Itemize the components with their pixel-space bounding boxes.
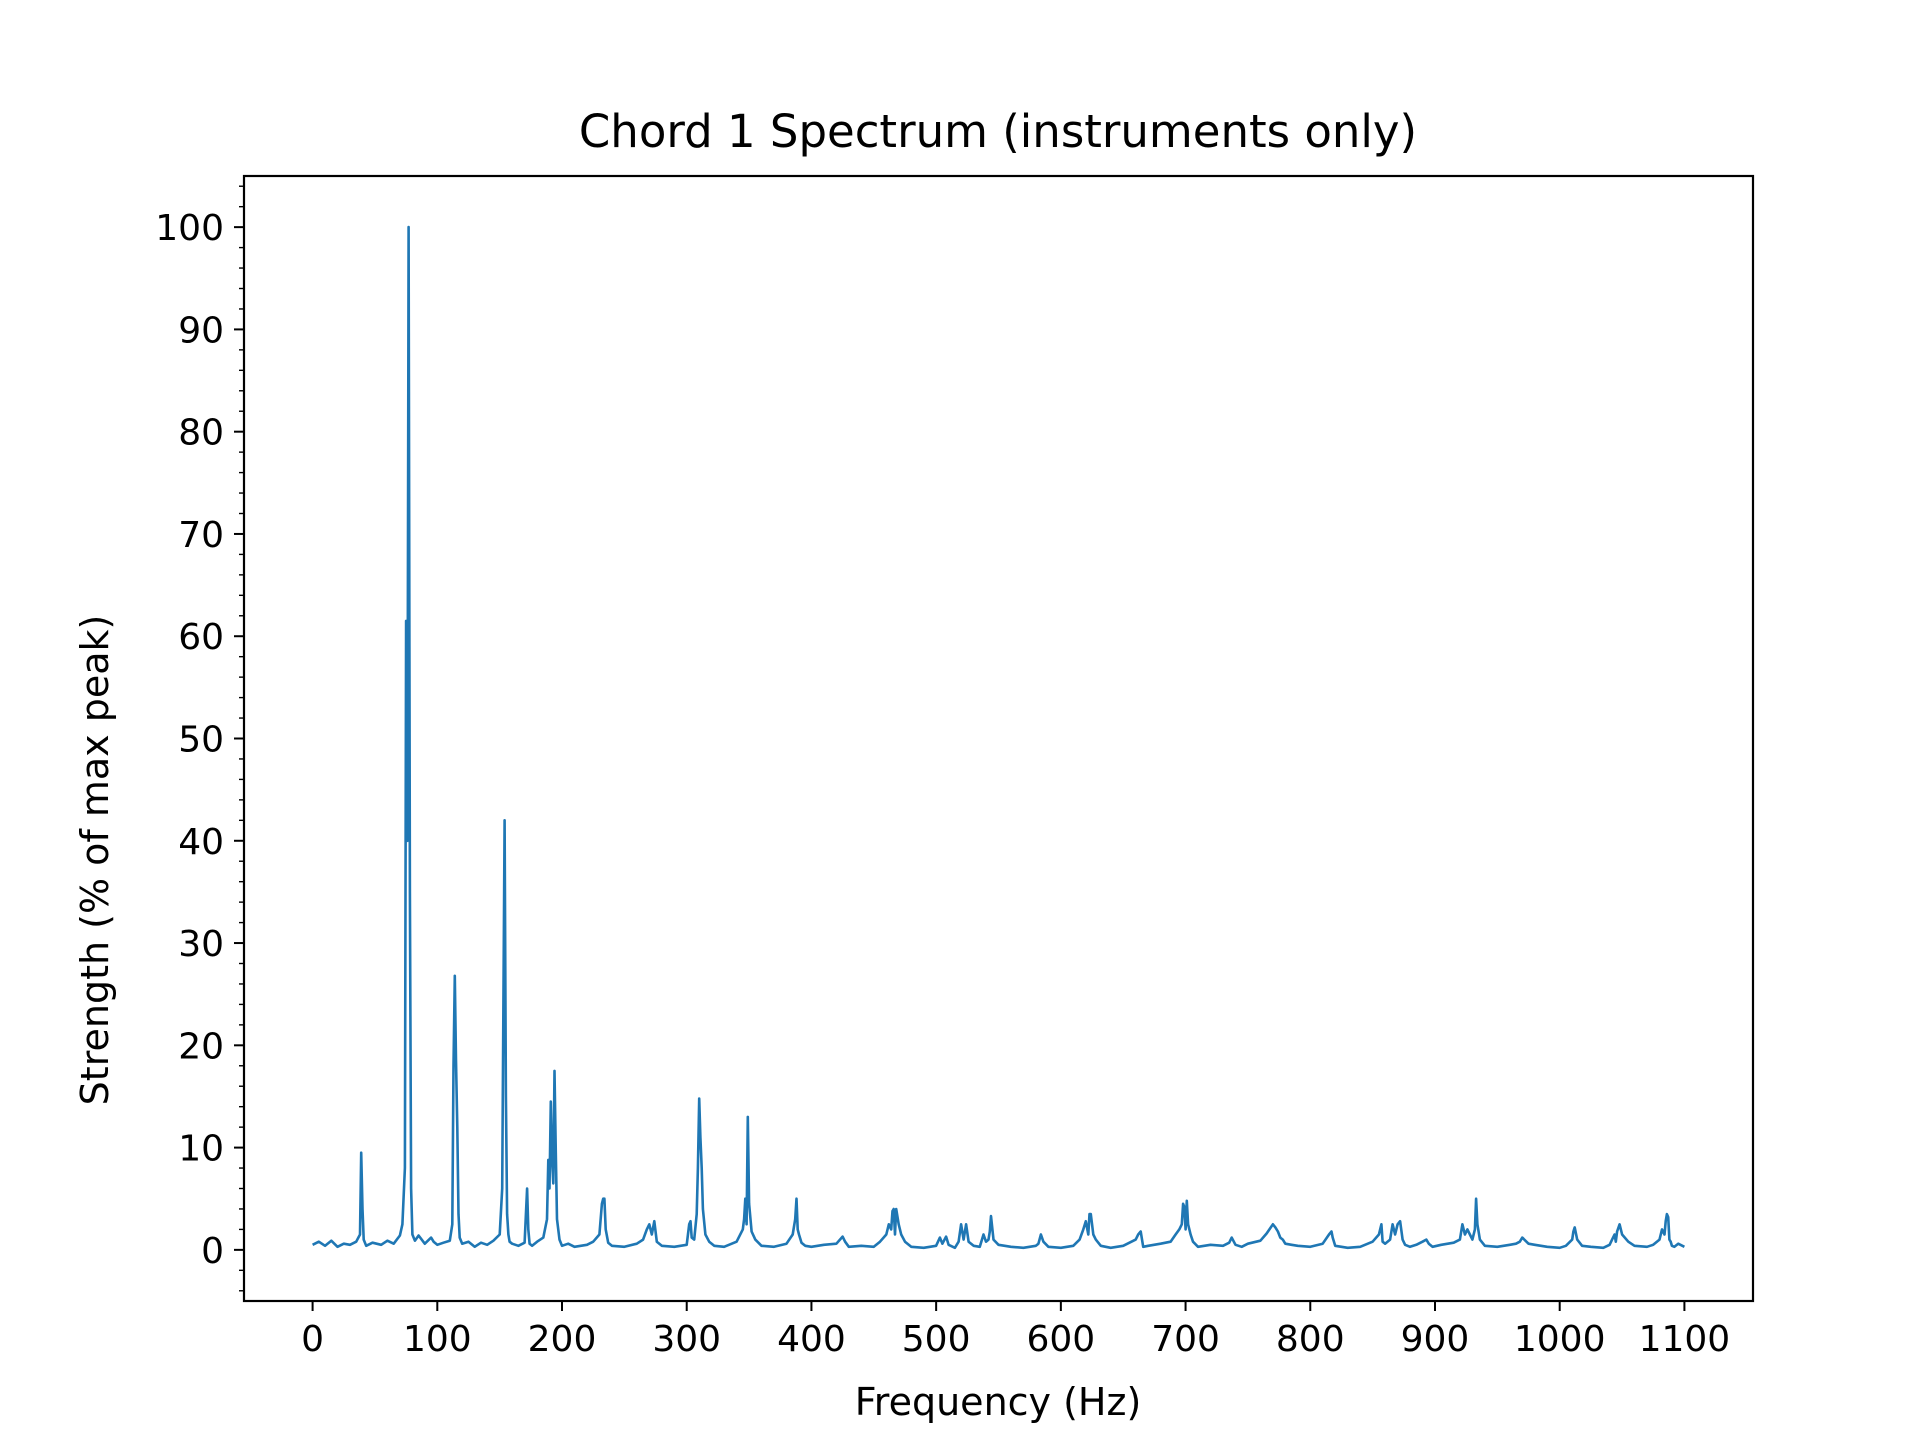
y-tick-label: 10 — [178, 1129, 224, 1170]
y-tick-label: 50 — [178, 720, 224, 761]
y-axis: 0 10 20 30 40 50 60 70 80 90 100 — [155, 185, 244, 1292]
x-tick-label: 200 — [528, 1319, 597, 1360]
x-tick-label: 1100 — [1639, 1319, 1731, 1360]
chart-title: Chord 1 Spectrum (instruments only) — [579, 105, 1417, 158]
x-tick-label: 500 — [902, 1319, 971, 1360]
y-axis-title: Strength (% of max peak) — [73, 615, 117, 1106]
x-tick-label: 100 — [403, 1319, 472, 1360]
axes-frame — [242, 174, 1755, 1303]
y-tick-label: 30 — [178, 924, 224, 965]
x-tick-label: 300 — [652, 1319, 721, 1360]
y-tick-label: 60 — [178, 617, 224, 658]
x-tick-label: 800 — [1276, 1319, 1345, 1360]
y-tick-label: 0 — [201, 1231, 224, 1272]
x-tick-label: 600 — [1026, 1319, 1095, 1360]
x-tick-label: 0 — [301, 1319, 324, 1360]
plot-area — [312, 225, 1685, 1250]
x-axis: 0 100 200 300 400 500 600 700 800 900 1000 1100 — [301, 1301, 1730, 1360]
x-tick-label: 1000 — [1514, 1319, 1606, 1360]
series-line-0 — [312, 225, 1685, 1250]
y-tick-label: 80 — [178, 413, 224, 454]
x-axis-title: Frequency (Hz) — [855, 1380, 1142, 1424]
y-tick-label: 100 — [155, 208, 224, 249]
y-tick-label: 70 — [178, 515, 224, 556]
y-tick-label: 40 — [178, 822, 224, 863]
y-tick-label: 90 — [178, 310, 224, 351]
x-tick-label: 400 — [777, 1319, 846, 1360]
y-tick-label: 20 — [178, 1026, 224, 1067]
x-tick-label: 900 — [1401, 1319, 1470, 1360]
x-tick-label: 700 — [1151, 1319, 1220, 1360]
